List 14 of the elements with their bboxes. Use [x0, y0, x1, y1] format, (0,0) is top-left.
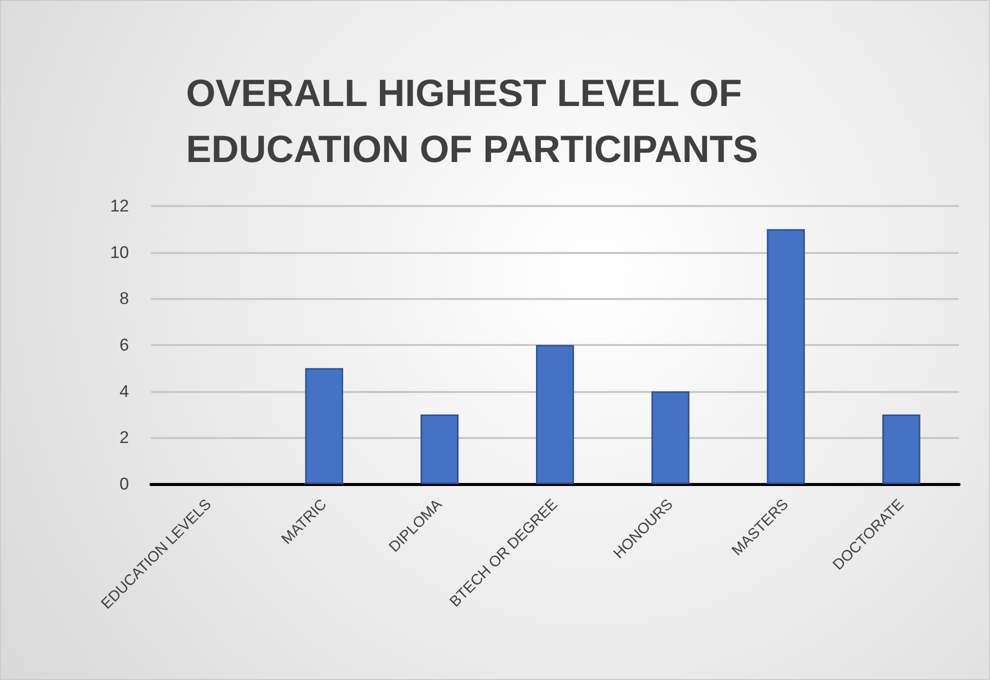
y-tick-label: 0: [120, 474, 129, 494]
y-tick-label: 8: [120, 289, 129, 308]
y-tick-label: 10: [110, 242, 129, 262]
bar: [305, 368, 344, 484]
bar: [536, 345, 574, 484]
y-tick-label: 4: [120, 382, 129, 401]
bar: [420, 414, 459, 484]
bar: [766, 229, 805, 484]
bar: [882, 414, 920, 484]
bar: [651, 391, 690, 484]
y-tick-label: 2: [120, 428, 129, 448]
y-tick-label: 6: [120, 336, 129, 354]
y-tick-label: 12: [110, 196, 129, 216]
chart-title: OVERALL HIGHEST LEVEL OF EDUCATION OF PARTICIPANTS: [186, 73, 758, 171]
